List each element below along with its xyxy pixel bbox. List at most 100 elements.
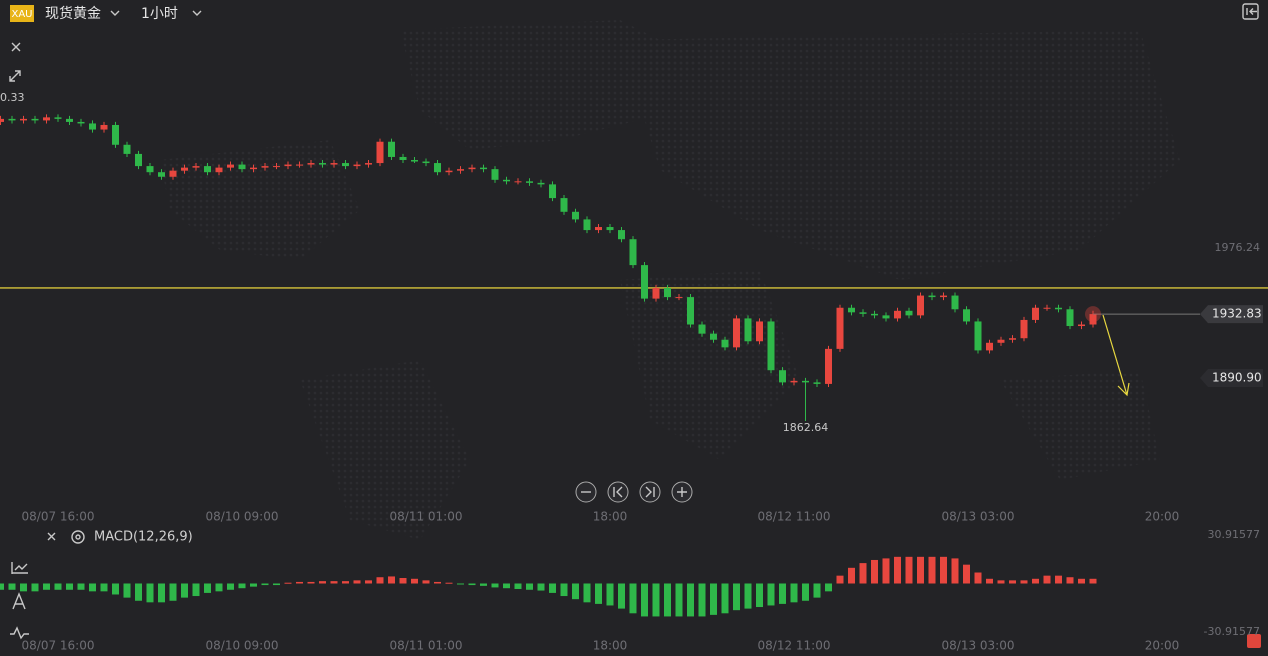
candle-body (675, 297, 683, 299)
interval-dropdown[interactable] (192, 10, 202, 16)
macd-bar (710, 583, 717, 615)
x-tick-label: 18:00 (593, 510, 628, 524)
candle-body (756, 321, 763, 342)
candle-body (986, 342, 993, 351)
draw-button[interactable] (12, 592, 26, 610)
exit-button[interactable] (1242, 3, 1259, 20)
candle-body (583, 219, 591, 231)
macd-x-tick-label: 08/10 09:00 (206, 639, 279, 653)
candle-body (871, 313, 878, 316)
nav-end[interactable] (639, 481, 661, 503)
macd-bar (238, 583, 246, 589)
macd-bar (77, 583, 85, 590)
candle-body (514, 181, 522, 183)
macd-y-tick-label: -30.91577 (1204, 625, 1260, 638)
macd-bar (537, 583, 545, 591)
macd-bar (595, 583, 602, 604)
candle-body (618, 230, 625, 240)
macd-bar (986, 578, 993, 584)
macd-bar (491, 583, 499, 588)
macd-bar (859, 563, 867, 584)
macd-bar (997, 580, 1005, 584)
y-tick-label: 1976.24 (1215, 241, 1261, 254)
macd-bar (779, 583, 786, 604)
candle-body (595, 227, 602, 231)
macd-bar (825, 583, 832, 592)
macd-bar (664, 583, 671, 617)
macd-bar (215, 583, 223, 592)
candle-body (296, 164, 303, 166)
macd-bar (307, 581, 315, 584)
macd-bar (342, 581, 349, 584)
macd-bar (1078, 578, 1085, 584)
candle-body (641, 265, 648, 299)
macd-bar (756, 583, 763, 608)
candle-body (238, 164, 246, 170)
nav-start[interactable] (607, 481, 629, 503)
macd-bar (974, 572, 982, 584)
candle-body (181, 167, 188, 171)
macd-bar (181, 583, 188, 598)
macd-bar (767, 583, 775, 606)
candle-body (1020, 319, 1028, 339)
candle-body (342, 163, 349, 167)
x-tick-label: 08/12 11:00 (758, 510, 831, 524)
macd-bar (641, 583, 648, 617)
macd-bar (192, 583, 200, 597)
candle-body (1066, 309, 1074, 327)
candle-body (227, 164, 234, 168)
macd-bar (123, 583, 131, 598)
macd-bar (457, 583, 464, 585)
candle-body (1009, 338, 1016, 340)
candle-body (158, 172, 165, 177)
candle-body (135, 153, 142, 167)
candle-body (365, 163, 372, 165)
macd-close[interactable] (47, 532, 56, 541)
indicator-button[interactable] (11, 562, 28, 574)
candle-body (284, 164, 292, 167)
x-tick-label: 08/13 03:00 (942, 510, 1015, 524)
candle-body (894, 310, 901, 319)
macd-bar (0, 583, 4, 590)
macd-bar (802, 583, 809, 601)
macd-settings[interactable] (71, 530, 85, 544)
cursor-price-label: 1890.90 (1212, 370, 1262, 384)
interval-selector[interactable]: 1小时 (141, 6, 178, 22)
cursor-price-box (1200, 368, 1263, 387)
collapse-button[interactable] (9, 70, 21, 82)
candle-body (1055, 307, 1062, 310)
macd-bar (146, 583, 154, 603)
macd-bar (1066, 577, 1074, 584)
instrument-dropdown[interactable] (110, 10, 120, 16)
candle-body (779, 370, 786, 383)
candle-body (353, 164, 361, 167)
macd-bar (836, 575, 844, 584)
x-tick-label: 08/07 16:00 (22, 510, 95, 524)
macd-bar (905, 556, 913, 584)
candle-body (825, 348, 832, 384)
macd-y-tick-label: 30.91577 (1208, 528, 1261, 541)
candle-body (422, 161, 430, 164)
macd-bar (940, 556, 947, 584)
macd-bar (514, 583, 522, 589)
nav-zoom-out[interactable] (575, 481, 597, 503)
macd-bar (204, 583, 211, 593)
macd-bar (43, 583, 50, 590)
macd-bar (112, 583, 119, 595)
drawn-arrow (1102, 314, 1130, 397)
macd-bar (928, 556, 936, 584)
wave-button[interactable] (10, 626, 29, 640)
candle-body (928, 295, 936, 298)
macd-bar (1032, 578, 1039, 584)
candle-body (100, 124, 108, 130)
candle-body (54, 117, 62, 119)
candle-body (411, 160, 418, 162)
macd-bar (20, 583, 27, 592)
close-button[interactable] (11, 42, 21, 52)
nav-zoom-in[interactable] (671, 481, 693, 503)
candle-body (43, 117, 50, 121)
instrument-name[interactable]: 现货黄金 (45, 5, 101, 22)
candle-body (917, 295, 924, 316)
macd-bar (503, 583, 510, 589)
candle-body (1078, 324, 1085, 327)
